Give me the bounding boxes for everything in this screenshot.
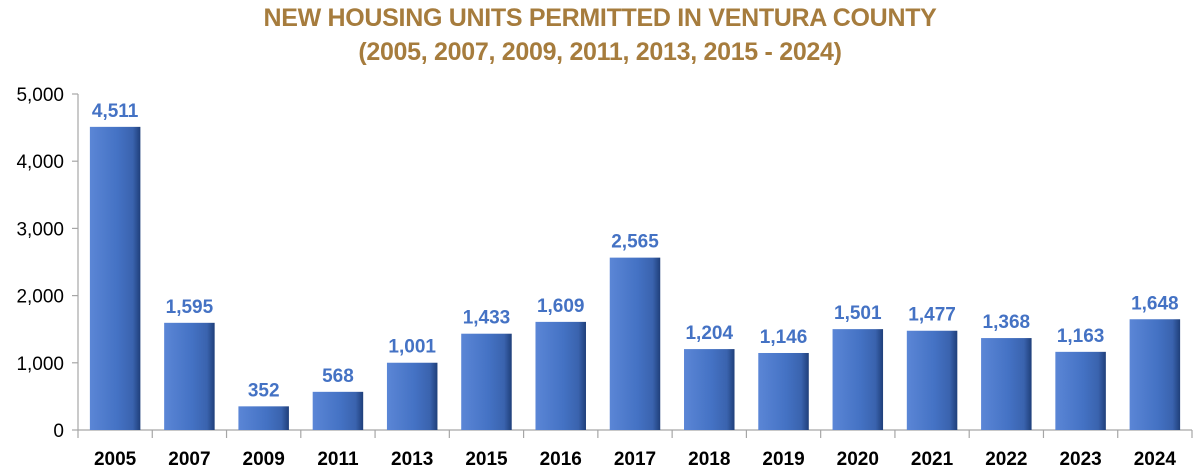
value-label-2022: 1,368 [983,312,1031,333]
value-label-2023: 1,163 [1057,326,1105,347]
x-tick-label-2007: 2007 [168,449,210,470]
bar-2005 [89,126,141,430]
bar-2013 [386,362,438,430]
bar-2017 [609,257,661,430]
bar-2019 [758,352,809,430]
bar-2011 [312,391,364,430]
x-tick-label-2005: 2005 [94,449,137,470]
value-label-2009: 352 [248,380,280,401]
x-tick-label-2022: 2022 [985,449,1027,470]
x-tick-label-2020: 2020 [837,449,879,470]
value-label-2015: 1,433 [463,308,511,329]
x-tick-label-2019: 2019 [762,449,804,470]
x-tick-label-2011: 2011 [317,449,359,470]
bar-2024 [1129,319,1181,430]
bar-2009 [238,406,289,430]
bar-2018 [684,349,735,430]
value-label-2020: 1,501 [834,303,882,324]
bar-2023 [1055,351,1106,430]
y-tick-label: 0 [53,421,64,442]
value-label-2019: 1,146 [760,327,808,348]
value-label-2007: 1,595 [166,297,214,318]
value-label-2024: 1,648 [1131,293,1179,314]
value-label-2021: 1,477 [908,305,956,326]
x-tick-label-2018: 2018 [688,449,730,470]
chart-title: NEW HOUSING UNITS PERMITTED IN VENTURA C… [263,4,937,32]
chart-subtitle: (2005, 2007, 2009, 2011, 2013, 2015 - 20… [358,38,842,66]
labels: 0 1,000 2,000 3,000 4,000 5,000 4,511 2005 1,595… [16,85,1178,470]
x-tick-label-2021: 2021 [911,449,954,470]
y-tick-label: 2,000 [16,287,64,308]
bar-2016 [535,321,586,430]
value-label-2018: 1,204 [685,323,733,344]
value-label-2013: 1,001 [388,337,436,358]
bar-2020 [832,329,884,430]
bar-2021 [906,330,958,430]
value-label-2005: 4,511 [92,101,139,122]
x-tick-label-2024: 2024 [1134,449,1177,470]
x-tick-label-2015: 2015 [465,449,508,470]
bar-2007 [164,322,215,430]
value-label-2011: 568 [322,366,354,387]
y-tick-label: 1,000 [16,354,64,375]
x-tick-label-2013: 2013 [391,449,433,470]
value-label-2017: 2,565 [611,232,659,253]
bar-2015 [461,333,512,430]
chart-title-block: NEW HOUSING UNITS PERMITTED IN VENTURA C… [0,0,1200,68]
x-tick-label-2023: 2023 [1059,449,1101,470]
x-tick-label-2016: 2016 [540,449,582,470]
bars [89,126,1181,430]
value-label-2016: 1,609 [537,296,585,317]
y-tick-label: 5,000 [16,85,64,106]
y-tick-label: 4,000 [16,152,64,173]
x-tick-label-2009: 2009 [243,449,285,470]
bar-2022 [981,338,1032,430]
x-tick-label-2017: 2017 [614,449,656,470]
y-tick-label: 3,000 [16,219,64,240]
